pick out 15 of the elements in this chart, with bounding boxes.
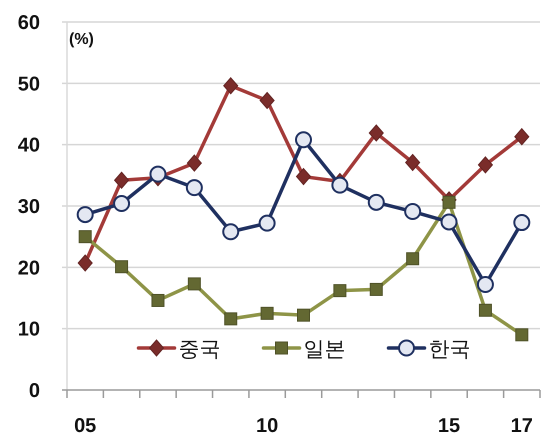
legend-label: 한국 [428, 338, 470, 361]
y-tick-label: 30 [18, 196, 40, 218]
legend-label: 중국 [178, 338, 220, 361]
x-tick-label: 17 [510, 415, 533, 437]
legend-label: 일본 [304, 338, 346, 361]
y-tick-label: 60 [18, 12, 40, 34]
y-tick-label: 40 [18, 134, 40, 157]
x-tick-label: 10 [256, 415, 278, 437]
y-tick-label: 0 [28, 380, 40, 402]
x-tick-label: 05 [74, 415, 96, 437]
y-axis-title: (%) [69, 31, 94, 48]
y-tick-label: 50 [18, 73, 40, 96]
x-tick-label: 15 [438, 415, 460, 437]
y-tick-label: 20 [18, 257, 40, 280]
y-tick-label: 10 [18, 318, 40, 341]
